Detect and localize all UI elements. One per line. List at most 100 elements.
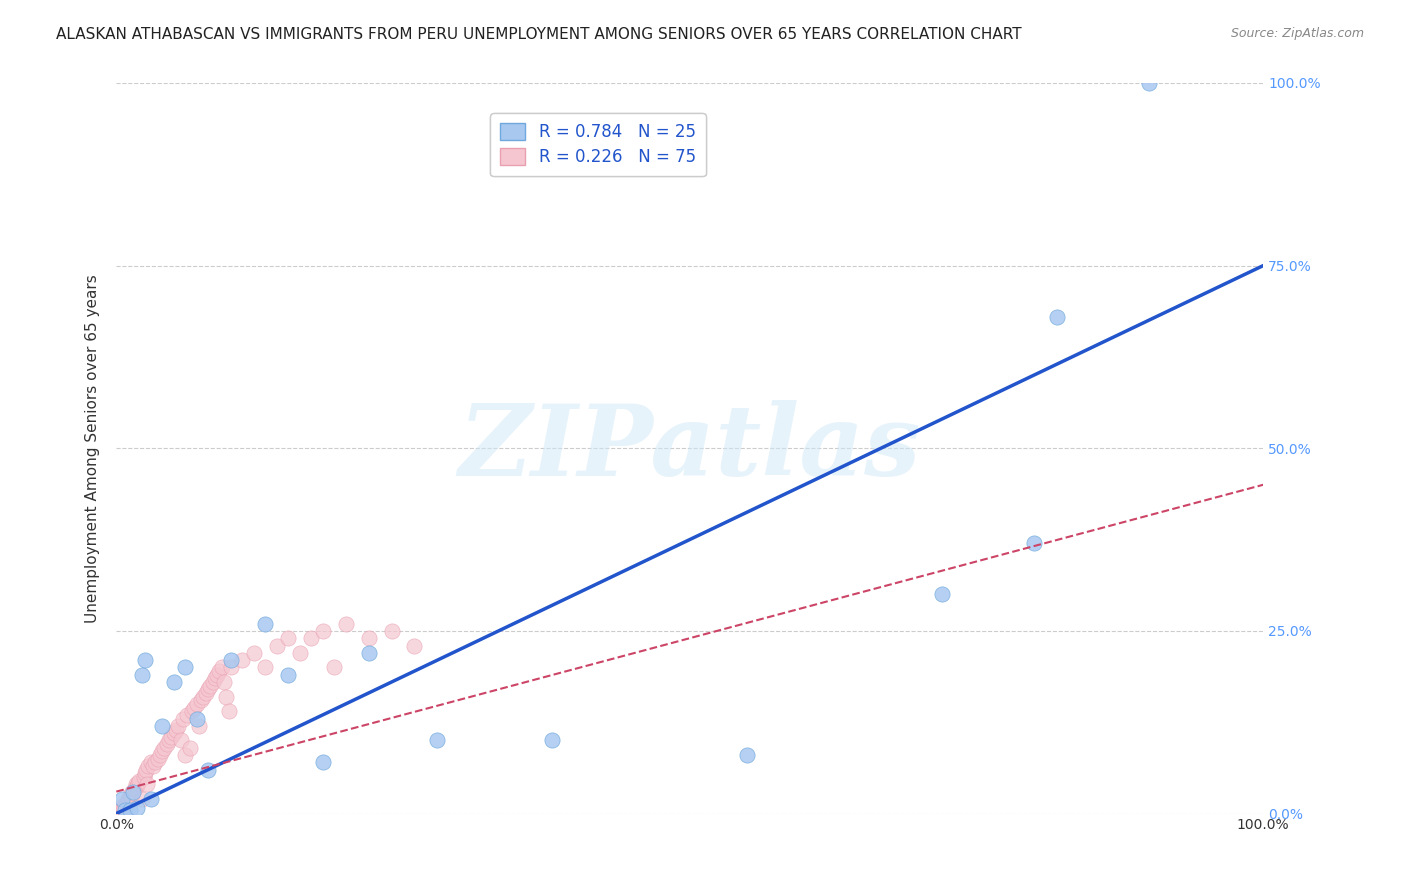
- Point: [541, 733, 564, 747]
- Point: [254, 660, 277, 674]
- Point: [131, 792, 153, 806]
- Point: [190, 693, 212, 707]
- Point: [128, 773, 150, 788]
- Point: [208, 664, 231, 678]
- Point: [194, 686, 217, 700]
- Point: [108, 805, 131, 819]
- Point: [125, 777, 148, 791]
- Point: [122, 784, 145, 798]
- Point: [312, 756, 335, 770]
- Point: [219, 660, 242, 674]
- Point: [111, 799, 134, 814]
- Legend: R = 0.784   N = 25, R = 0.226   N = 75: R = 0.784 N = 25, R = 0.226 N = 75: [491, 113, 706, 177]
- Point: [143, 756, 166, 770]
- Point: [357, 646, 380, 660]
- Point: [277, 631, 299, 645]
- Point: [204, 672, 226, 686]
- Point: [174, 748, 197, 763]
- Point: [211, 660, 233, 674]
- Point: [120, 790, 142, 805]
- Point: [112, 800, 135, 814]
- Point: [404, 639, 426, 653]
- Point: [117, 792, 139, 806]
- Point: [107, 805, 129, 820]
- Point: [162, 675, 184, 690]
- Point: [187, 719, 209, 733]
- Point: [121, 784, 143, 798]
- Point: [172, 712, 194, 726]
- Point: [735, 748, 758, 763]
- Point: [243, 646, 266, 660]
- Y-axis label: Unemployment Among Seniors over 65 years: Unemployment Among Seniors over 65 years: [86, 274, 100, 623]
- Point: [142, 759, 165, 773]
- Point: [167, 719, 190, 733]
- Point: [176, 707, 198, 722]
- Point: [231, 653, 253, 667]
- Point: [118, 789, 141, 803]
- Point: [118, 803, 141, 817]
- Point: [114, 803, 136, 817]
- Point: [135, 763, 157, 777]
- Point: [124, 780, 146, 795]
- Point: [323, 660, 346, 674]
- Point: [1022, 536, 1045, 550]
- Point: [312, 624, 335, 638]
- Point: [218, 704, 240, 718]
- Text: ALASKAN ATHABASCAN VS IMMIGRANTS FROM PERU UNEMPLOYMENT AMONG SENIORS OVER 65 YE: ALASKAN ATHABASCAN VS IMMIGRANTS FROM PE…: [56, 27, 1022, 42]
- Point: [138, 759, 160, 773]
- Point: [134, 766, 156, 780]
- Point: [219, 653, 242, 667]
- Point: [299, 631, 322, 645]
- Point: [277, 667, 299, 681]
- Point: [118, 793, 141, 807]
- Point: [1137, 76, 1160, 90]
- Point: [146, 752, 169, 766]
- Point: [131, 667, 153, 681]
- Point: [169, 733, 191, 747]
- Point: [114, 797, 136, 812]
- Text: Source: ZipAtlas.com: Source: ZipAtlas.com: [1230, 27, 1364, 40]
- Point: [125, 779, 148, 793]
- Point: [357, 631, 380, 645]
- Point: [127, 776, 149, 790]
- Point: [179, 740, 201, 755]
- Point: [139, 756, 162, 770]
- Point: [201, 675, 224, 690]
- Point: [160, 730, 183, 744]
- Point: [136, 777, 159, 791]
- Point: [205, 667, 228, 681]
- Point: [174, 660, 197, 674]
- Point: [197, 763, 219, 777]
- Point: [110, 803, 132, 817]
- Point: [200, 679, 222, 693]
- Point: [162, 726, 184, 740]
- Point: [122, 786, 145, 800]
- Point: [150, 744, 173, 758]
- Point: [157, 733, 180, 747]
- Point: [149, 748, 172, 763]
- Point: [153, 740, 176, 755]
- Point: [125, 800, 148, 814]
- Point: [107, 805, 129, 819]
- Point: [132, 770, 155, 784]
- Point: [212, 675, 235, 690]
- Point: [165, 723, 187, 737]
- Point: [181, 704, 204, 718]
- Point: [1046, 310, 1069, 324]
- Point: [150, 719, 173, 733]
- Point: [134, 653, 156, 667]
- Point: [288, 646, 311, 660]
- Point: [215, 690, 238, 704]
- Point: [254, 616, 277, 631]
- Point: [197, 682, 219, 697]
- Point: [931, 587, 953, 601]
- Point: [335, 616, 357, 631]
- Point: [115, 796, 138, 810]
- Point: [156, 737, 179, 751]
- Point: [380, 624, 402, 638]
- Point: [139, 792, 162, 806]
- Point: [193, 690, 215, 704]
- Point: [426, 733, 449, 747]
- Point: [186, 697, 208, 711]
- Text: ZIPatlas: ZIPatlas: [458, 400, 921, 497]
